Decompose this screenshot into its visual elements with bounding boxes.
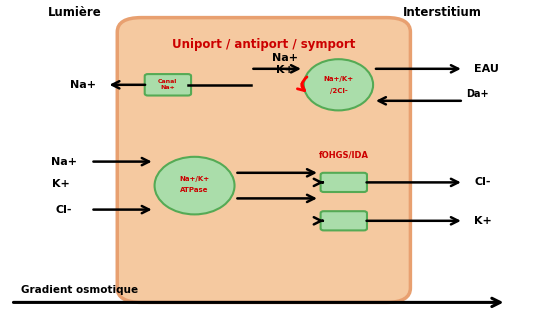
Text: K+: K+ bbox=[474, 216, 492, 226]
Text: Cl-: Cl- bbox=[56, 204, 72, 215]
FancyBboxPatch shape bbox=[145, 74, 191, 95]
Text: Na+: Na+ bbox=[51, 156, 77, 167]
Ellipse shape bbox=[304, 59, 373, 110]
FancyBboxPatch shape bbox=[321, 211, 367, 230]
Text: Na+/K+: Na+/K+ bbox=[324, 76, 353, 82]
Text: Na+: Na+ bbox=[70, 80, 95, 90]
FancyBboxPatch shape bbox=[321, 173, 367, 192]
Text: Interstitium: Interstitium bbox=[403, 6, 482, 19]
Text: Lumière: Lumière bbox=[48, 6, 101, 19]
Text: /2Cl-: /2Cl- bbox=[329, 88, 348, 93]
Text: EAU: EAU bbox=[474, 64, 499, 74]
Text: K+: K+ bbox=[276, 65, 294, 76]
Text: Gradient osmotique: Gradient osmotique bbox=[21, 284, 139, 295]
Text: fOHGS/IDA: fOHGS/IDA bbox=[319, 151, 369, 160]
Text: Na+/K+: Na+/K+ bbox=[180, 176, 209, 182]
Ellipse shape bbox=[155, 157, 235, 214]
Text: ATPase: ATPase bbox=[180, 188, 209, 193]
Text: Da+: Da+ bbox=[466, 89, 488, 100]
FancyBboxPatch shape bbox=[117, 18, 410, 302]
Text: Na+: Na+ bbox=[272, 52, 298, 63]
Text: Uniport / antiport / symport: Uniport / antiport / symport bbox=[172, 38, 356, 51]
Text: Canal
Na+: Canal Na+ bbox=[158, 79, 177, 90]
Text: Cl-: Cl- bbox=[474, 177, 491, 188]
Text: K+: K+ bbox=[52, 179, 70, 189]
